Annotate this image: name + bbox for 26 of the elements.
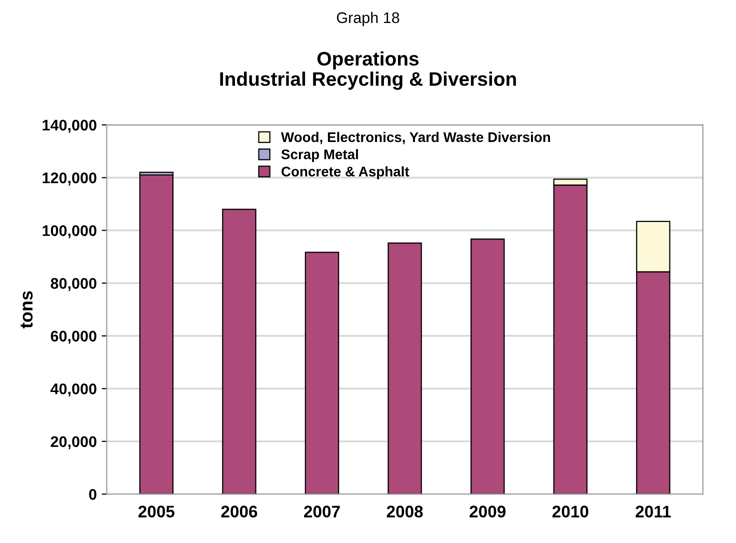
y-tick-label: 60,000 [50, 330, 96, 344]
x-tick-label: 2005 [138, 506, 174, 518]
x-tick-label: 2011 [636, 506, 671, 518]
bar [222, 208, 256, 494]
bar [470, 238, 505, 494]
y-tick-label: 100,000 [42, 225, 96, 238]
bar [388, 242, 422, 494]
x-tick-label: 2007 [304, 506, 340, 518]
bar [304, 252, 340, 494]
legend-label: Wood, Electronics, Yard Waste Diversion [280, 132, 550, 144]
x-tick-label: 2009 [470, 506, 506, 518]
x-tick-label: 2010 [552, 506, 588, 518]
legend-label: Concrete & Asphalt [282, 166, 410, 180]
caption: Graph 18 [336, 12, 400, 26]
y-tick-label: 40,000 [50, 384, 96, 397]
legend-label: Scrap Metal [281, 149, 358, 162]
y-tick-label: 20,000 [50, 436, 96, 450]
x-tick-label: 2006 [221, 506, 258, 518]
y-tick-label: 0 [89, 489, 96, 500]
chart-title: Operations Industrial Recycling & Diversion [220, 51, 516, 90]
y-axis-title: tons [20, 291, 33, 328]
y-tick-label: 80,000 [50, 278, 96, 292]
bar [139, 174, 174, 494]
y-tick-label: 120,000 [42, 172, 96, 186]
x-tick-label: 2008 [386, 506, 423, 518]
y-tick-label: 140,000 [42, 120, 96, 133]
